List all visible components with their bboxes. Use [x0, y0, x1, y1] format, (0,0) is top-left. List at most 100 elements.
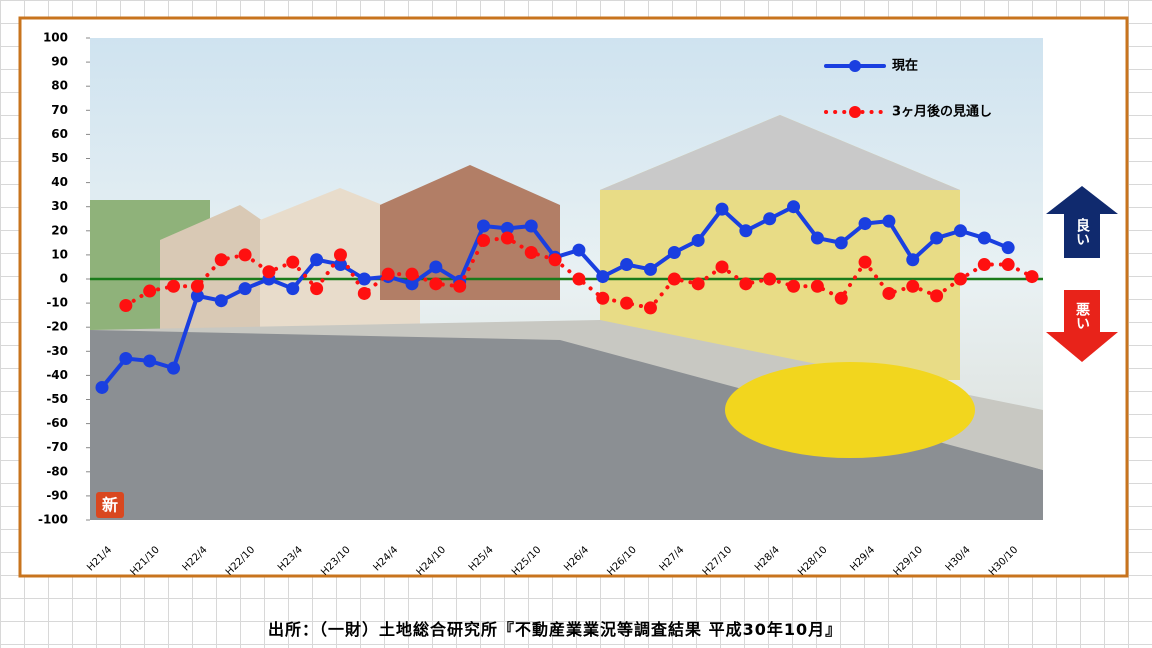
- y-tick-label: -90: [46, 488, 68, 502]
- y-tick-label: 0: [60, 272, 68, 286]
- point: [572, 272, 586, 286]
- badge: 新: [102, 496, 118, 515]
- point: [1001, 241, 1015, 255]
- y-tick-label: -70: [46, 440, 68, 454]
- point: [977, 258, 991, 272]
- y-tick-label: -80: [46, 464, 68, 478]
- point: [405, 277, 419, 291]
- y-tick-label: 60: [51, 127, 68, 141]
- point: [977, 231, 991, 245]
- point: [763, 212, 777, 226]
- series-line: [123, 235, 1034, 311]
- y-tick-label: 30: [51, 199, 68, 213]
- point: [333, 258, 347, 272]
- legend-label: 3ヶ月後の見通し: [892, 104, 992, 120]
- point: [405, 267, 419, 281]
- point: [596, 291, 610, 305]
- bad-arrow: [1046, 290, 1118, 362]
- y-tick-label: 90: [51, 55, 68, 69]
- point: [787, 200, 801, 214]
- point: [810, 279, 824, 293]
- y-tick-label: -60: [46, 416, 68, 430]
- point: [787, 279, 801, 293]
- point: [357, 272, 371, 286]
- point: [596, 270, 610, 284]
- legend-marker: [849, 60, 861, 72]
- point: [715, 202, 729, 216]
- point: [858, 255, 872, 269]
- point: [906, 253, 920, 267]
- point: [930, 289, 944, 303]
- point: [620, 296, 634, 310]
- point: [286, 282, 300, 296]
- point: [524, 245, 538, 259]
- point: [119, 299, 133, 313]
- point: [333, 248, 347, 262]
- point: [643, 301, 657, 315]
- y-tick-label: -30: [46, 344, 68, 358]
- y-tick-label: 100: [43, 31, 68, 45]
- legend-label: 現在: [892, 58, 918, 74]
- point: [667, 272, 681, 286]
- footer: 出所：（一財）土地総合研究所『不動産業業況等調査結果 平成30年10月』: [268, 620, 843, 639]
- point: [500, 231, 514, 245]
- point: [643, 262, 657, 276]
- point: [143, 354, 157, 368]
- point: [739, 224, 753, 238]
- point: [548, 253, 562, 267]
- point: [930, 231, 944, 245]
- point: [381, 267, 395, 281]
- y-tick-label: -40: [46, 368, 68, 382]
- point: [810, 231, 824, 245]
- point: [906, 279, 920, 293]
- point: [620, 258, 634, 272]
- point: [1001, 258, 1015, 272]
- point: [572, 243, 586, 257]
- point: [691, 277, 705, 291]
- point: [763, 272, 777, 286]
- point: [953, 272, 967, 286]
- point: [190, 289, 204, 303]
- point: [119, 352, 133, 366]
- point: [429, 260, 443, 274]
- good-label: 良い: [1074, 217, 1090, 246]
- y-tick-label: 80: [51, 79, 68, 93]
- point: [453, 279, 467, 293]
- point: [953, 224, 967, 238]
- point: [858, 217, 872, 231]
- point: [739, 277, 753, 291]
- point: [143, 284, 157, 298]
- point: [95, 380, 109, 394]
- y-tick-label: 70: [51, 103, 68, 117]
- y-tick-label: -100: [38, 513, 68, 527]
- point: [238, 282, 252, 296]
- y-tick-label: 10: [51, 247, 68, 261]
- legend-marker: [849, 106, 861, 118]
- point: [286, 255, 300, 269]
- point: [834, 236, 848, 250]
- y-tick-label: 20: [51, 223, 68, 237]
- point: [262, 265, 276, 279]
- point: [357, 286, 371, 300]
- point: [167, 361, 181, 375]
- y-tick-label: -50: [46, 392, 68, 406]
- point: [167, 279, 181, 293]
- point: [1025, 270, 1039, 284]
- good-arrow: [1046, 186, 1118, 258]
- point: [310, 282, 324, 296]
- point: [834, 291, 848, 305]
- point: [500, 221, 514, 235]
- background-photo: [90, 38, 1043, 520]
- y-tick-label: -20: [46, 320, 68, 334]
- point: [310, 253, 324, 267]
- point: [882, 286, 896, 300]
- point: [882, 214, 896, 228]
- bad-label: 悪い: [1074, 302, 1090, 330]
- y-tick-label: 40: [51, 175, 68, 189]
- point: [691, 233, 705, 247]
- y-tick-label: -10: [46, 296, 68, 310]
- point: [190, 279, 204, 293]
- point: [214, 253, 228, 267]
